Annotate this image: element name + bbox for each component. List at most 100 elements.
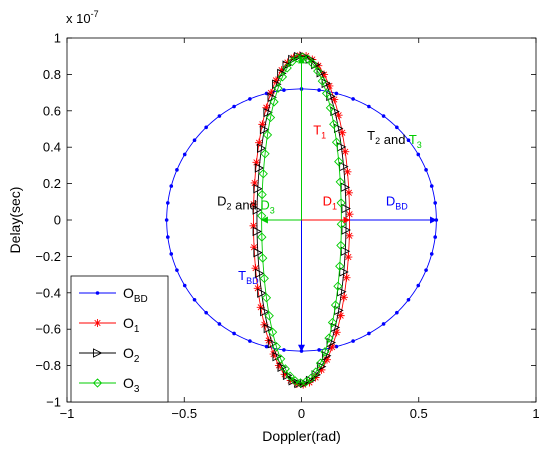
- data-point: [295, 378, 306, 388]
- data-point: [345, 231, 354, 240]
- data-point: [182, 283, 187, 288]
- legend-entry: O1: [79, 315, 140, 335]
- data-point: [395, 310, 399, 315]
- data-point: [254, 268, 265, 279]
- data-point: [336, 311, 345, 320]
- data-point: [262, 103, 271, 112]
- data-point: [317, 88, 321, 92]
- annotation-text: D: [386, 193, 395, 208]
- legend-label-text: O: [123, 345, 134, 361]
- data-point: [282, 348, 286, 352]
- data-point: [258, 253, 268, 263]
- legend-box: [70, 275, 169, 403]
- y-tick-label: 0.4: [43, 140, 61, 155]
- data-point: [258, 120, 267, 129]
- data-point: [336, 198, 346, 208]
- series-o-3: [257, 52, 346, 388]
- data-point: [406, 297, 411, 302]
- series-o-bd: [164, 87, 439, 353]
- data-point: [322, 355, 331, 364]
- data-point: [406, 138, 411, 143]
- annotation-label: D2 and D3: [217, 193, 275, 215]
- data-point: [264, 344, 269, 349]
- data-point: [308, 55, 317, 64]
- data-point: [433, 235, 437, 239]
- y-tick-label: −0.2: [35, 249, 61, 264]
- y-tick-label: 1: [54, 31, 61, 46]
- data-point: [248, 97, 252, 101]
- x-tick-label: −1: [60, 406, 75, 421]
- legend-label: O3: [123, 375, 140, 395]
- data-point: [283, 58, 292, 67]
- data-point: [282, 63, 292, 73]
- data-point: [339, 161, 349, 172]
- annotation-text: T: [409, 132, 417, 147]
- y-tick-label: −0.6: [35, 322, 61, 337]
- data-point: [252, 158, 261, 167]
- data-point: [381, 114, 386, 118]
- y-tick-label: 0.6: [43, 103, 61, 118]
- annotation-label: DBD: [386, 193, 408, 211]
- data-point: [381, 322, 386, 326]
- data-point: [277, 72, 288, 82]
- x-axis-label: Doppler(rad): [262, 428, 341, 444]
- data-point: [339, 267, 349, 277]
- data-point: [313, 66, 323, 76]
- y-axis-label: Delay(sec): [7, 187, 23, 254]
- data-point: [342, 273, 351, 282]
- data-point: [424, 168, 428, 172]
- data-point: [311, 367, 321, 377]
- data-point: [175, 168, 179, 172]
- data-point: [330, 95, 339, 104]
- data-point: [327, 317, 338, 328]
- y-exponent-base: x 10: [66, 11, 91, 26]
- annotation-subscript: 1: [321, 130, 326, 140]
- annotation-subscript: 3: [270, 205, 275, 215]
- data-point: [339, 293, 348, 302]
- data-point: [252, 205, 263, 215]
- data-point: [315, 358, 326, 368]
- data-point: [341, 203, 351, 214]
- y-tick-label: −0.8: [35, 358, 61, 373]
- data-point: [329, 119, 339, 129]
- annotation-text: D: [323, 193, 332, 208]
- y-exponent-power: -7: [91, 9, 99, 19]
- data-point: [261, 293, 272, 303]
- data-point: [325, 81, 334, 90]
- data-point: [343, 167, 352, 176]
- data-point: [254, 163, 265, 173]
- annotation-text: D: [260, 197, 269, 212]
- legend-label-subscript: 2: [134, 354, 140, 365]
- data-point: [217, 322, 222, 326]
- data-point: [341, 225, 351, 235]
- data-point: [252, 226, 263, 237]
- data-point: [317, 348, 321, 352]
- annotation-text: T: [238, 268, 246, 283]
- data-point: [429, 252, 434, 256]
- y-tick-label: 0: [54, 213, 61, 228]
- data-point: [274, 361, 283, 370]
- data-point: [317, 365, 326, 374]
- legend-entry: OBD: [79, 285, 148, 305]
- data-point: [250, 178, 259, 187]
- x-tick-label: −0.5: [171, 406, 197, 421]
- legend-label: O2: [123, 345, 140, 365]
- legend-label-subscript: BD: [134, 294, 148, 305]
- y-exponent-label: x 10-7: [66, 9, 99, 26]
- data-point: [285, 371, 295, 381]
- legend-marker: [92, 378, 103, 388]
- data-point: [301, 377, 311, 387]
- data-point: [251, 264, 260, 273]
- annotation-subscript: 2: [375, 136, 380, 146]
- data-point: [320, 347, 330, 357]
- data-point: [166, 201, 170, 205]
- data-point: [334, 344, 339, 349]
- data-point: [320, 70, 329, 79]
- data-point: [287, 56, 297, 67]
- data-point: [276, 354, 286, 364]
- data-point: [169, 184, 174, 188]
- annotation-text: D: [217, 193, 226, 208]
